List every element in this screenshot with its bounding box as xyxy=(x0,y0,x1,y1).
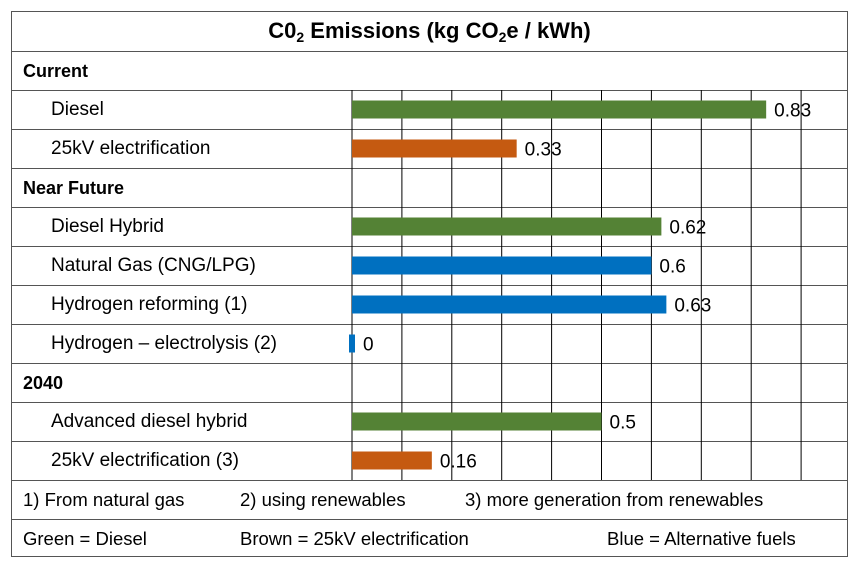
bar xyxy=(352,256,652,275)
bar xyxy=(352,295,667,314)
row-divider xyxy=(11,519,848,520)
row-divider xyxy=(11,90,848,91)
legend-green: Green = Diesel xyxy=(23,528,147,549)
item-label-diesel-hybrid: Diesel Hybrid xyxy=(51,216,164,237)
row-divider xyxy=(11,51,848,52)
row-divider xyxy=(11,285,848,286)
item-label-hydrogen-reforming: Hydrogen reforming (1) xyxy=(51,294,248,315)
note-3: 3) more generation from renewables xyxy=(465,489,764,510)
note-1: 1) From natural gas xyxy=(23,489,185,510)
bar xyxy=(352,451,432,470)
title-sub-2: 2 xyxy=(498,29,507,45)
note-2: 2) using renewables xyxy=(240,489,406,510)
section-label-near-future: Near Future xyxy=(23,178,125,198)
bar xyxy=(352,412,602,431)
row-divider xyxy=(11,363,848,364)
section-label-current: Current xyxy=(23,61,89,81)
title-part-2: Emissions (kg CO xyxy=(304,18,499,43)
bar-value-label: 0.33 xyxy=(525,140,562,161)
item-label-natural-gas: Natural Gas (CNG/LPG) xyxy=(51,255,256,276)
bar xyxy=(352,100,767,119)
row-divider xyxy=(11,168,848,169)
row-divider xyxy=(11,129,848,130)
title-part-1: C0 xyxy=(268,18,297,43)
item-label-advanced-diesel-hybrid: Advanced diesel hybrid xyxy=(51,411,248,432)
chart-title: C02 Emissions (kg CO2e / kWh) xyxy=(11,11,848,51)
row-divider xyxy=(11,324,848,325)
row-divider xyxy=(11,402,848,403)
item-label-25kv: 25kV electrification xyxy=(51,138,211,159)
bar-value-label: 0.62 xyxy=(669,218,706,239)
item-label-diesel: Diesel xyxy=(51,99,104,120)
bar-value-label: 0.16 xyxy=(440,452,477,473)
item-label-hydrogen-electrolysis: Hydrogen – electrolysis (2) xyxy=(51,333,277,354)
row-divider xyxy=(11,480,848,481)
bar xyxy=(349,334,355,353)
bar-value-label: 0.5 xyxy=(610,413,636,434)
item-label-25kv-2040: 25kV electrification (3) xyxy=(51,450,239,471)
row-divider xyxy=(11,207,848,208)
bar-value-label: 0 xyxy=(363,335,374,356)
title-sub-1: 2 xyxy=(296,29,305,45)
row-divider xyxy=(11,246,848,247)
bar-value-label: 0.6 xyxy=(659,257,685,278)
row-divider xyxy=(11,441,848,442)
legend-brown: Brown = 25kV electrification xyxy=(240,528,469,549)
section-label-2040: 2040 xyxy=(23,373,64,393)
bar-value-label: 0.83 xyxy=(774,101,811,122)
bar-value-label: 0.63 xyxy=(674,296,711,317)
title-part-3: e / kWh) xyxy=(506,18,591,43)
bar xyxy=(352,217,662,236)
legend-blue: Blue = Alternative fuels xyxy=(607,528,796,549)
chart-frame xyxy=(11,11,848,557)
bar xyxy=(352,139,517,158)
